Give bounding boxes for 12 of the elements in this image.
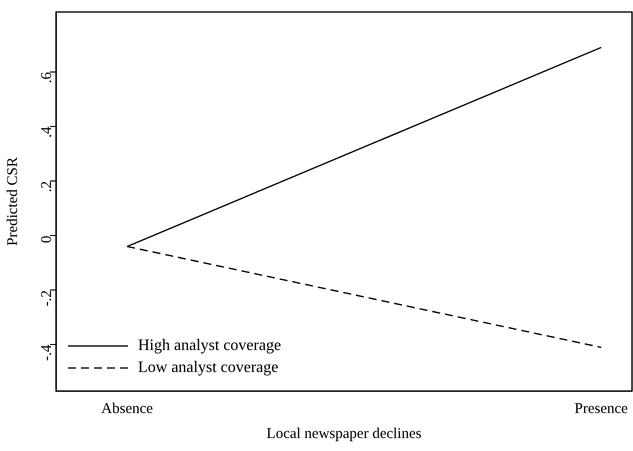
- y-tick-label: -.4: [38, 344, 55, 361]
- y-tick-label: -.2: [38, 290, 55, 306]
- legend-label: High analyst coverage: [138, 337, 282, 354]
- y-tick-label: .2: [38, 181, 55, 192]
- y-tick-label: .6: [38, 71, 55, 84]
- x-axis-title: Local newspaper declines: [266, 426, 422, 442]
- y-tick-label: 0: [38, 236, 55, 244]
- y-axis-title: Predicted CSR: [4, 157, 21, 246]
- x-tick-label: Absence: [101, 400, 154, 417]
- legend-label: Low analyst coverage: [138, 359, 278, 376]
- y-tick-label: .4: [38, 126, 55, 138]
- x-tick-label: Presence: [574, 400, 628, 417]
